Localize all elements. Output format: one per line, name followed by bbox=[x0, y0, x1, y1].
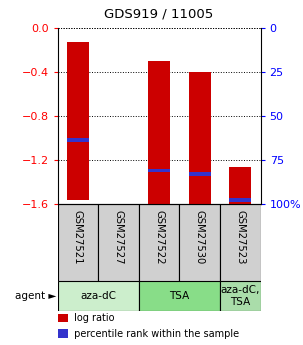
Bar bbox=[139, 281, 220, 310]
Bar bbox=[188, 71, 211, 204]
Text: aza-dC,
TSA: aza-dC, TSA bbox=[221, 285, 260, 307]
Text: GSM27523: GSM27523 bbox=[235, 210, 245, 264]
Bar bbox=[139, 204, 179, 281]
Bar bbox=[229, 167, 251, 204]
Text: GDS919 / 11005: GDS919 / 11005 bbox=[105, 8, 214, 21]
Bar bbox=[67, 138, 89, 142]
Bar bbox=[148, 61, 170, 206]
Text: GSM27530: GSM27530 bbox=[195, 210, 205, 264]
Text: GSM27521: GSM27521 bbox=[73, 210, 83, 264]
Bar bbox=[220, 281, 261, 310]
Text: aza-dC: aza-dC bbox=[80, 291, 116, 301]
Bar bbox=[67, 42, 89, 200]
Text: TSA: TSA bbox=[169, 291, 189, 301]
Text: GSM27527: GSM27527 bbox=[113, 210, 124, 264]
Text: log ratio: log ratio bbox=[71, 313, 115, 323]
Bar bbox=[98, 204, 139, 281]
Bar bbox=[148, 169, 170, 172]
Text: GSM27522: GSM27522 bbox=[154, 210, 164, 264]
Bar bbox=[58, 204, 98, 281]
Bar bbox=[179, 204, 220, 281]
Bar bbox=[220, 204, 261, 281]
Text: agent ►: agent ► bbox=[15, 291, 57, 301]
Bar bbox=[188, 172, 211, 176]
Bar bbox=[58, 281, 139, 310]
Text: percentile rank within the sample: percentile rank within the sample bbox=[71, 329, 239, 339]
Bar bbox=[229, 198, 251, 202]
